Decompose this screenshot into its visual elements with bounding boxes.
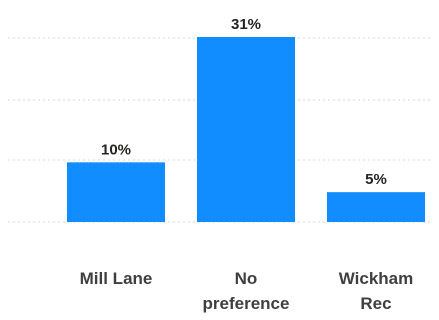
category-label-1-line-1: preference	[203, 294, 290, 313]
data-label-2: 5%	[365, 171, 387, 188]
category-label-2-line-0: Wickham	[339, 269, 413, 288]
data-labels: 10% 31% 5%	[101, 16, 387, 188]
category-label-0-line-0: Mill Lane	[80, 269, 153, 288]
data-label-0: 10%	[101, 141, 131, 158]
bar-1[interactable]	[197, 37, 295, 222]
bar-2[interactable]	[327, 192, 425, 222]
category-label-1-line-0: No	[235, 269, 258, 288]
bar-0[interactable]	[67, 162, 165, 222]
category-labels: Mill Lane No preference Wickham Rec	[80, 269, 414, 313]
bars	[67, 37, 425, 222]
data-label-1: 31%	[231, 16, 261, 33]
category-label-2-line-1: Rec	[360, 294, 391, 313]
